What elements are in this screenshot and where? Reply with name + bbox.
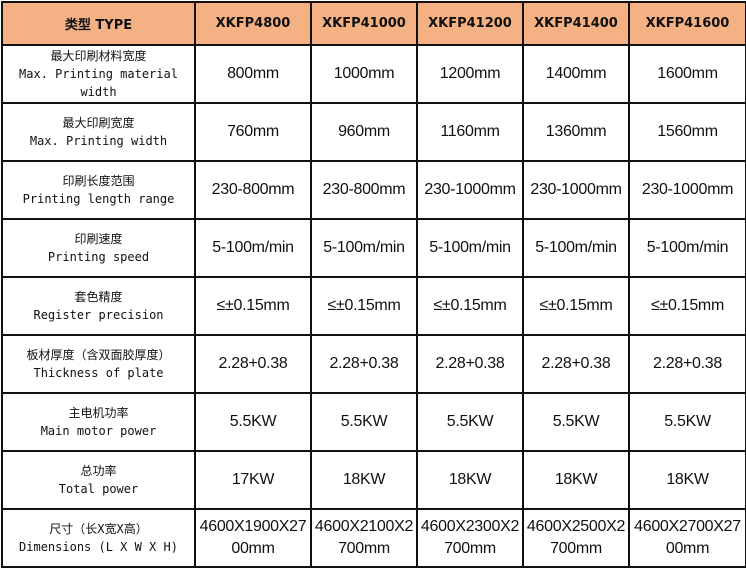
spec-value: 2.28+0.38 [522, 334, 630, 394]
spec-value: ≤±0.15mm [416, 276, 524, 336]
spec-label: 尺寸（长X宽X高） Dimensions (L X W X H) [1, 508, 196, 568]
spec-value: 760mm [194, 102, 312, 162]
spec-value: 5.5KW [628, 392, 746, 452]
spec-value: 2.28+0.38 [416, 334, 524, 394]
spec-label-en: Max. Printing width [29, 134, 168, 148]
spec-label-cn: 最大印刷材料宽度 [50, 49, 147, 63]
spec-value: 800mm [194, 44, 312, 104]
spec-value: 4600X2100X2700mm [310, 508, 418, 568]
spec-value: 5.5KW [310, 392, 418, 452]
spec-value: 4600X1900X2700mm [194, 508, 312, 568]
spec-table: 类型 TYPE XKFP4800 XKFP41000 XKFP41200 XKFP41… [1, 1, 746, 568]
spec-label: 板材厚度（含双面胶厚度） Thickness of plate [1, 334, 196, 394]
spec-label-cn: 印刷长度范围 [62, 174, 135, 188]
table-row: 尺寸（长X宽X高） Dimensions (L X W X H) 4600X1900… [1, 508, 746, 568]
spec-value: 230-1000mm [628, 160, 746, 220]
spec-label-en: Max. Printing material width [19, 67, 178, 99]
spec-label: 最大印刷宽度 Max. Printing width [1, 102, 196, 162]
spec-value: 5.5KW [416, 392, 524, 452]
table-row: 印刷长度范围 Printing length range 230-800mm 230-… [1, 160, 746, 220]
spec-value: 5-100m/min [522, 218, 630, 278]
table-row: 印刷速度 Printing speed 5-100m/min 5-100m/min 5-… [1, 218, 746, 278]
model-header: XKFP41000 [310, 1, 418, 46]
spec-label-cn: 最大印刷宽度 [62, 116, 135, 130]
spec-value: 18KW [310, 450, 418, 510]
spec-value: 1560mm [628, 102, 746, 162]
spec-value: 230-800mm [194, 160, 312, 220]
type-header: 类型 TYPE [1, 1, 196, 46]
table-row: 总功率 Total power 17KW 18KW 18KW 18KW 18KW [1, 450, 746, 510]
spec-value: 1000mm [310, 44, 418, 104]
spec-value: 1160mm [416, 102, 524, 162]
spec-value: 2.28+0.38 [628, 334, 746, 394]
spec-value: 18KW [416, 450, 524, 510]
spec-label-en: Main motor power [40, 424, 157, 438]
spec-value: 1200mm [416, 44, 524, 104]
table-row: 板材厚度（含双面胶厚度） Thickness of plate 2.28+0.38 2… [1, 334, 746, 394]
spec-value: 4600X2300X2700mm [416, 508, 524, 568]
spec-label-cn: 总功率 [80, 464, 117, 478]
spec-label-en: Register precision [33, 308, 164, 322]
spec-value: 18KW [522, 450, 630, 510]
spec-label: 总功率 Total power [1, 450, 196, 510]
spec-value: 2.28+0.38 [310, 334, 418, 394]
spec-label-cn: 板材厚度（含双面胶厚度） [26, 348, 171, 362]
model-header: XKFP41400 [522, 1, 630, 46]
spec-value: 5.5KW [194, 392, 312, 452]
spec-label: 印刷长度范围 Printing length range [1, 160, 196, 220]
spec-value: 18KW [628, 450, 746, 510]
model-header: XKFP41200 [416, 1, 524, 46]
table-row: 套色精度 Register precision ≤±0.15mm ≤±0.15mm ≤±… [1, 276, 746, 336]
spec-label-en: Total power [58, 482, 139, 496]
spec-value: 5-100m/min [416, 218, 524, 278]
spec-label: 印刷速度 Printing speed [1, 218, 196, 278]
table-row: 最大印刷宽度 Max. Printing width 760mm 960mm 1160m… [1, 102, 746, 162]
spec-label: 最大印刷材料宽度 Max. Printing material width [1, 44, 196, 104]
spec-value: 5-100m/min [310, 218, 418, 278]
spec-value: 4600X2500X2700mm [522, 508, 630, 568]
spec-value: 1400mm [522, 44, 630, 104]
spec-value: 17KW [194, 450, 312, 510]
model-header: XKFP4800 [194, 1, 312, 46]
spec-value: 5-100m/min [194, 218, 312, 278]
spec-value: ≤±0.15mm [628, 276, 746, 336]
spec-value: 5.5KW [522, 392, 630, 452]
spec-label-cn: 尺寸（长X宽X高） [49, 522, 148, 536]
spec-value: 1360mm [522, 102, 630, 162]
spec-label-cn: 印刷速度 [74, 232, 123, 246]
spec-value: 4600X2700X2700mm [628, 508, 746, 568]
spec-value: 2.28+0.38 [194, 334, 312, 394]
spec-label-en: Thickness of plate [33, 366, 164, 380]
spec-label-en: Printing speed [47, 250, 150, 264]
spec-label: 套色精度 Register precision [1, 276, 196, 336]
spec-value: 230-1000mm [522, 160, 630, 220]
table-row: 主电机功率 Main motor power 5.5KW 5.5KW 5.5KW 5.5K… [1, 392, 746, 452]
spec-value: 230-1000mm [416, 160, 524, 220]
spec-value: ≤±0.15mm [194, 276, 312, 336]
spec-label-en: Dimensions (L X W X H) [19, 540, 178, 554]
spec-value: 960mm [310, 102, 418, 162]
table-row: 最大印刷材料宽度 Max. Printing material width 800m… [1, 44, 746, 104]
model-header: XKFP41600 [628, 1, 746, 46]
spec-label-cn: 主电机功率 [68, 406, 129, 420]
spec-value: 1600mm [628, 44, 746, 104]
spec-label-en: Printing length range [22, 192, 175, 206]
spec-value: ≤±0.15mm [310, 276, 418, 336]
spec-value: 230-800mm [310, 160, 418, 220]
spec-value: 5-100m/min [628, 218, 746, 278]
header-row: 类型 TYPE XKFP4800 XKFP41000 XKFP41200 XKFP41… [1, 1, 746, 46]
spec-label: 主电机功率 Main motor power [1, 392, 196, 452]
spec-label-cn: 套色精度 [74, 290, 123, 304]
spec-value: ≤±0.15mm [522, 276, 630, 336]
